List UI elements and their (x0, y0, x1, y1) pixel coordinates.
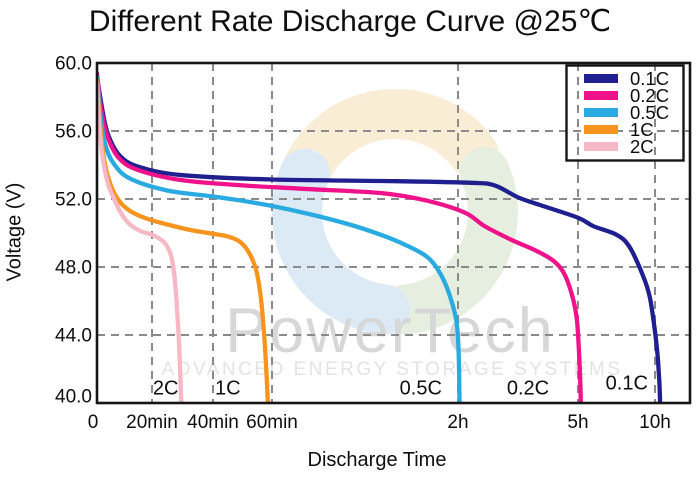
x-tick-label: 0 (88, 412, 99, 433)
curve-0.5C (96, 74, 462, 404)
curve-label-0.5C: 0.5C (400, 378, 442, 400)
y-axis-title: Voltage (V) (3, 182, 26, 282)
curve-0.1C (96, 74, 663, 404)
legend-label-1C: 1C (630, 119, 654, 140)
curve-label-0.2C: 0.2C (507, 378, 549, 400)
watermark-logo-arc (380, 147, 518, 335)
curves (96, 71, 663, 404)
curve-label-0.1C: 0.1C (606, 373, 648, 395)
x-tick-label: 10h (639, 412, 671, 433)
y-tick-label: 52.0 (55, 190, 92, 211)
legend-swatch-0.2C (584, 91, 618, 100)
legend-swatch-0.1C (584, 74, 618, 83)
watermark-tagline: ADVANCED ENERGY STORAGE SYSTEMS (162, 359, 623, 380)
legend-label-0.5C: 0.5C (630, 102, 669, 123)
legend-swatch-1C (584, 125, 618, 134)
y-tick-label: 48.0 (55, 258, 92, 279)
x-tick-label: 60min (246, 412, 298, 433)
y-tick-label: 44.0 (55, 326, 92, 347)
watermark-logo-arc (272, 148, 410, 335)
plot-frame (95, 61, 692, 405)
y-tick-label: 56.0 (55, 122, 92, 143)
x-tick-label: 5h (567, 412, 588, 433)
legend-label-0.1C: 0.1C (630, 68, 669, 89)
curve-0.2C (96, 71, 583, 404)
legend-label-2C: 2C (630, 136, 654, 157)
legend-label-0.2C: 0.2C (630, 85, 669, 106)
x-tick-label: 2h (447, 412, 468, 433)
watermark-logo-arc (281, 89, 499, 196)
legend-swatch-2C (584, 142, 618, 151)
y-tick-label: 40.0 (55, 387, 92, 408)
legend-box (565, 64, 685, 162)
y-tick-label: 60.0 (55, 54, 92, 75)
curve-2C (96, 81, 184, 404)
curve-label-1C: 1C (215, 378, 241, 400)
curve-label-2C: 2C (153, 378, 179, 400)
x-axis-title: Discharge Time (307, 449, 447, 471)
x-tick-label: 40min (187, 412, 239, 433)
chart-title: Different Rate Discharge Curve @25℃ (88, 5, 612, 38)
x-tick-label: 20min (126, 412, 178, 433)
watermark-brand: PowerTech (225, 296, 555, 366)
watermark-logo (272, 89, 518, 335)
legend-swatch-0.5C (584, 108, 618, 117)
